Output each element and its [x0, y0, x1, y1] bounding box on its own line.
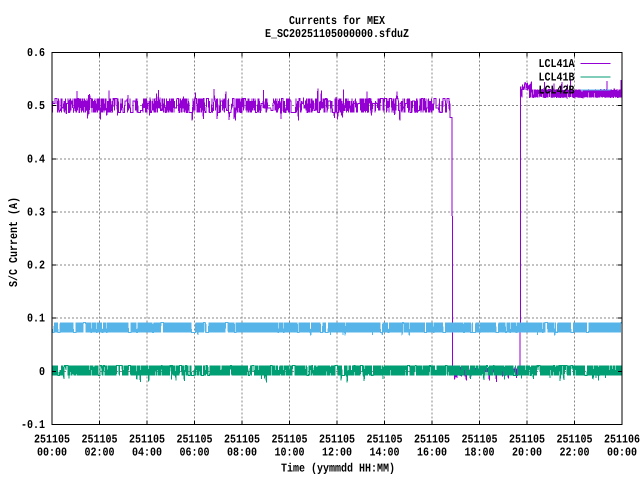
svg-text:251105: 251105	[509, 433, 545, 447]
svg-text:0.4: 0.4	[27, 152, 45, 166]
svg-text:251105: 251105	[557, 433, 593, 447]
svg-text:00:00: 00:00	[37, 446, 67, 460]
svg-text:251105: 251105	[414, 433, 450, 447]
svg-text:0.2: 0.2	[27, 259, 45, 273]
svg-text:-0.1: -0.1	[21, 418, 45, 432]
svg-text:251105: 251105	[272, 433, 308, 447]
svg-text:251105: 251105	[34, 433, 70, 447]
svg-text:12:00: 12:00	[322, 446, 352, 460]
svg-text:251105: 251105	[129, 433, 165, 447]
svg-text:251105: 251105	[177, 433, 213, 447]
svg-text:18:00: 18:00	[465, 446, 495, 460]
svg-text:20:00: 20:00	[512, 446, 542, 460]
svg-text:251106: 251106	[604, 433, 640, 447]
svg-text:LCL41B: LCL41B	[539, 70, 575, 84]
svg-text:S/C Current (A): S/C Current (A)	[7, 197, 21, 287]
svg-text:E_SC20251105000000.sfduZ: E_SC20251105000000.sfduZ	[265, 27, 409, 41]
svg-text:0.5: 0.5	[27, 99, 45, 113]
svg-text:22:00: 22:00	[560, 446, 590, 460]
svg-text:Time (yymmdd HH:MM): Time (yymmdd HH:MM)	[281, 462, 395, 476]
svg-text:LCL42B: LCL42B	[539, 84, 575, 98]
svg-text:04:00: 04:00	[132, 446, 162, 460]
svg-text:LCL41A: LCL41A	[539, 57, 576, 71]
svg-text:251105: 251105	[82, 433, 118, 447]
svg-text:251105: 251105	[224, 433, 260, 447]
svg-text:251105: 251105	[319, 433, 355, 447]
svg-text:02:00: 02:00	[85, 446, 115, 460]
svg-text:16:00: 16:00	[417, 446, 447, 460]
svg-text:Currents for MEX: Currents for MEX	[289, 14, 386, 28]
svg-text:10:00: 10:00	[275, 446, 305, 460]
svg-text:08:00: 08:00	[227, 446, 257, 460]
svg-text:0.3: 0.3	[27, 205, 45, 219]
svg-text:00:00: 00:00	[607, 446, 637, 460]
svg-text:0.6: 0.6	[27, 46, 45, 60]
svg-text:06:00: 06:00	[180, 446, 210, 460]
svg-text:0.1: 0.1	[27, 312, 45, 326]
svg-text:14:00: 14:00	[370, 446, 400, 460]
svg-text:251105: 251105	[367, 433, 403, 447]
svg-text:0: 0	[39, 365, 45, 379]
svg-text:251105: 251105	[462, 433, 498, 447]
